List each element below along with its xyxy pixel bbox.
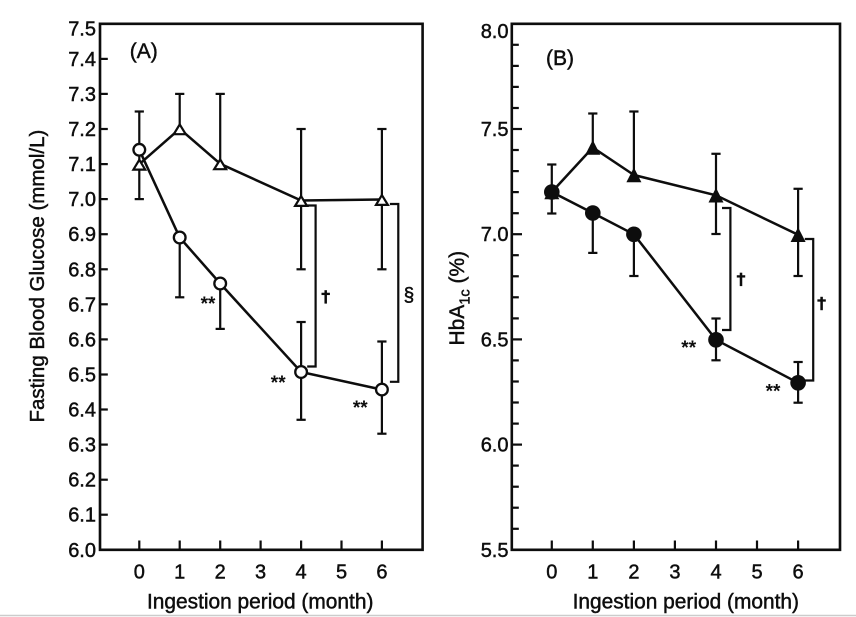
svg-text:Ingestion period (month): Ingestion period (month)	[573, 591, 799, 614]
svg-text:5: 5	[336, 562, 347, 584]
svg-text:3: 3	[255, 562, 266, 584]
svg-text:7.1: 7.1	[68, 154, 96, 176]
svg-text:6.8: 6.8	[68, 259, 96, 281]
svg-text:4: 4	[710, 562, 721, 584]
svg-text:**: **	[201, 294, 216, 315]
svg-text:Ingestion period (month): Ingestion period (month)	[147, 591, 373, 614]
svg-text:6.1: 6.1	[68, 505, 96, 527]
svg-text:7.3: 7.3	[68, 84, 96, 106]
svg-text:**: **	[766, 382, 781, 403]
svg-text:7.5: 7.5	[481, 119, 509, 141]
svg-text:6: 6	[376, 562, 387, 584]
svg-text:6.4: 6.4	[68, 400, 96, 422]
svg-text:4: 4	[296, 562, 307, 584]
svg-text:6.6: 6.6	[68, 329, 96, 351]
svg-text:7.5: 7.5	[68, 19, 96, 41]
svg-text:7.0: 7.0	[68, 189, 96, 211]
svg-text:7.2: 7.2	[68, 119, 96, 141]
svg-text:(A): (A)	[130, 40, 158, 63]
svg-text:6.0: 6.0	[481, 435, 509, 457]
svg-text:6.7: 6.7	[68, 294, 96, 316]
svg-text:6.5: 6.5	[68, 365, 96, 387]
svg-text:7.0: 7.0	[481, 224, 509, 246]
svg-text:0: 0	[134, 562, 145, 584]
svg-text:3: 3	[669, 562, 680, 584]
svg-text:7.4: 7.4	[68, 49, 96, 71]
svg-text:5: 5	[751, 562, 762, 584]
svg-text:1: 1	[587, 562, 598, 584]
svg-text:**: **	[271, 373, 286, 394]
svg-text:8.0: 8.0	[481, 21, 509, 43]
svg-text:**: **	[681, 338, 696, 359]
svg-text:(B): (B)	[546, 47, 574, 70]
svg-text:Fasting Blood Glucose (mmol/L): Fasting Blood Glucose (mmol/L)	[26, 130, 49, 423]
svg-text:6.9: 6.9	[68, 224, 96, 246]
svg-text:**: **	[353, 398, 368, 419]
svg-text:2: 2	[215, 562, 226, 584]
svg-text:§: §	[404, 285, 415, 306]
svg-text:0: 0	[546, 562, 557, 584]
svg-text:6.0: 6.0	[68, 540, 96, 562]
svg-text:6.5: 6.5	[481, 329, 509, 351]
svg-text:1: 1	[174, 562, 185, 584]
svg-text:2: 2	[628, 562, 639, 584]
svg-text:6.3: 6.3	[68, 435, 96, 457]
svg-text:5.5: 5.5	[481, 540, 509, 562]
svg-text:6.2: 6.2	[68, 470, 96, 492]
svg-text:6: 6	[793, 562, 804, 584]
